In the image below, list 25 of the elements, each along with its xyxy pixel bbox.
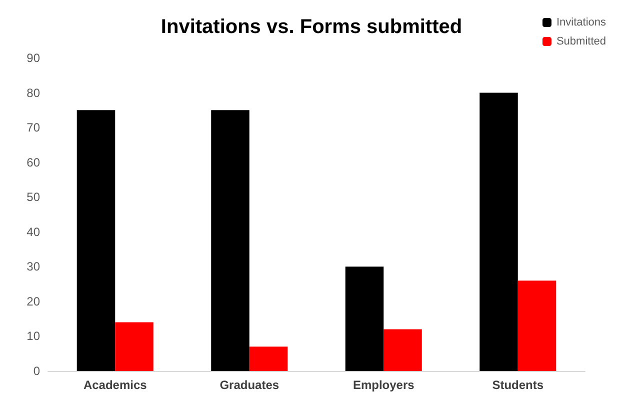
- y-tick-label: 80: [26, 86, 40, 100]
- bar: [480, 92, 518, 371]
- x-tick-label: Students: [492, 378, 544, 392]
- y-tick-label: 90: [26, 51, 40, 65]
- legend-label: Submitted: [556, 36, 606, 48]
- y-tick-label: 30: [26, 260, 40, 274]
- y-tick-label: 0: [33, 364, 40, 378]
- bar: [115, 322, 154, 371]
- y-tick-label: 60: [26, 155, 40, 170]
- bar: [384, 329, 422, 371]
- y-tick-label: 20: [26, 294, 40, 308]
- x-tick-label: Graduates: [220, 378, 280, 392]
- bar: [76, 110, 116, 371]
- bar: [249, 346, 288, 371]
- y-tick-label: 50: [26, 190, 40, 204]
- x-tick-label: Academics: [83, 378, 148, 392]
- bar: [518, 280, 556, 371]
- legend-label: Invitations: [556, 16, 606, 28]
- chart-title: Invitations vs. Forms submitted: [160, 16, 462, 38]
- y-tick-label: 10: [26, 329, 40, 344]
- y-tick-label: 70: [26, 120, 40, 135]
- x-tick-label: Employers: [352, 378, 415, 392]
- bar: [345, 266, 384, 371]
- y-tick-label: 40: [26, 224, 40, 239]
- bar: [211, 110, 250, 371]
